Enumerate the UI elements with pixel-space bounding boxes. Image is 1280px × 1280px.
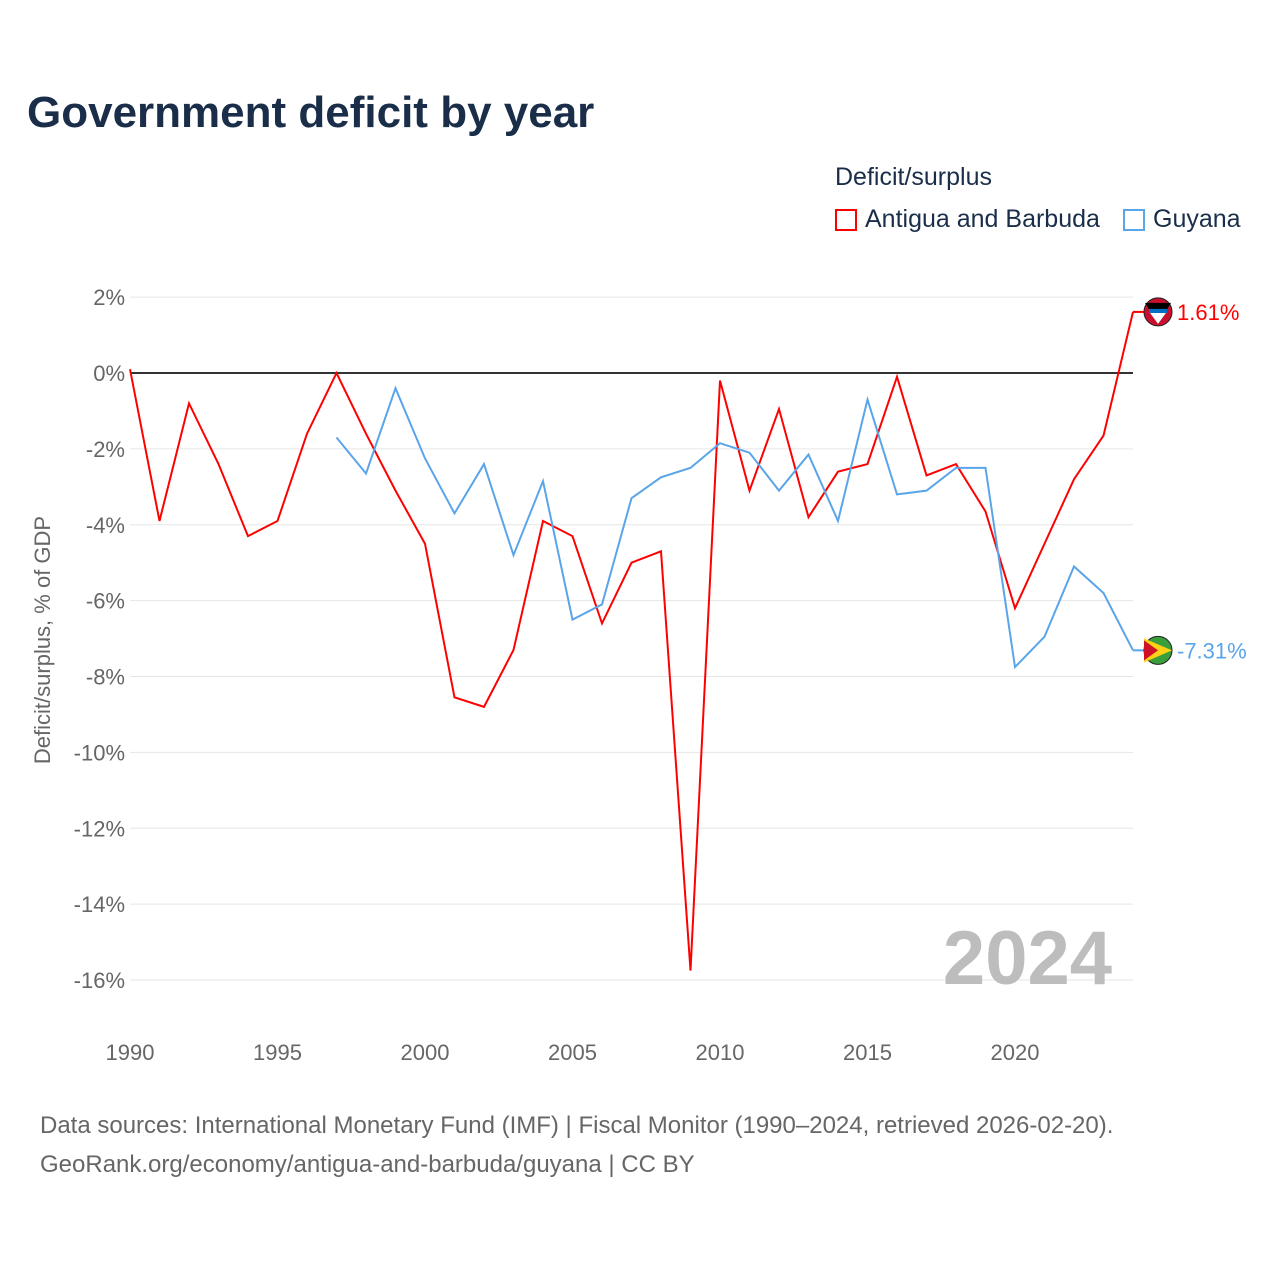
legend-item-guyana[interactable]: Guyana: [1123, 205, 1241, 234]
y-tick-label: -10%: [74, 740, 125, 765]
legend-swatch: [835, 208, 857, 231]
legend-item-antigua[interactable]: Antigua and Barbuda: [835, 205, 1100, 234]
x-tick-label: 2005: [548, 1040, 597, 1065]
x-tick-label: 2000: [401, 1040, 450, 1065]
footer: Data sources: International Monetary Fun…: [40, 1106, 1113, 1184]
y-tick-label: -2%: [86, 437, 125, 462]
end-value-label: -7.31%: [1177, 638, 1247, 663]
series-line-antigua: [129, 311, 1134, 971]
y-tick-label: -4%: [86, 513, 125, 538]
y-tick-label: -8%: [86, 665, 125, 690]
y-tick-label: -6%: [86, 589, 125, 614]
x-tick-label: 2010: [696, 1040, 745, 1065]
x-tick-label: 2020: [991, 1040, 1040, 1065]
source-text: Data sources: International Monetary Fun…: [40, 1112, 1114, 1139]
y-axis-label: Deficit/surplus, % of GDP: [30, 516, 55, 764]
x-tick-label: 1995: [253, 1040, 302, 1065]
flag-detail: [1149, 308, 1167, 313]
legend-label: Guyana: [1153, 205, 1241, 233]
x-tick-label: 1990: [106, 1040, 155, 1065]
y-tick-label: -14%: [74, 892, 125, 917]
source-link[interactable]: GeoRank.org/economy/antigua-and-barbuda/…: [40, 1151, 695, 1178]
x-tick-label: 2015: [843, 1040, 892, 1065]
y-tick-label: 2%: [93, 285, 125, 310]
legend-label: Antigua and Barbuda: [865, 205, 1100, 233]
flag-detail: [1144, 640, 1158, 661]
y-tick-label: -12%: [74, 816, 125, 841]
end-value-label: 1.61%: [1177, 300, 1239, 325]
year-watermark: 2024: [943, 916, 1112, 1001]
series-line-guyana: [335, 385, 1134, 670]
flag-detail: [1150, 312, 1166, 324]
y-tick-label: 0%: [93, 361, 125, 386]
legend-swatch: [1123, 208, 1145, 231]
legend-title: Deficit/surplus: [835, 163, 992, 191]
y-tick-label: -16%: [74, 968, 125, 993]
chart-title: Government deficit by year: [27, 88, 595, 137]
